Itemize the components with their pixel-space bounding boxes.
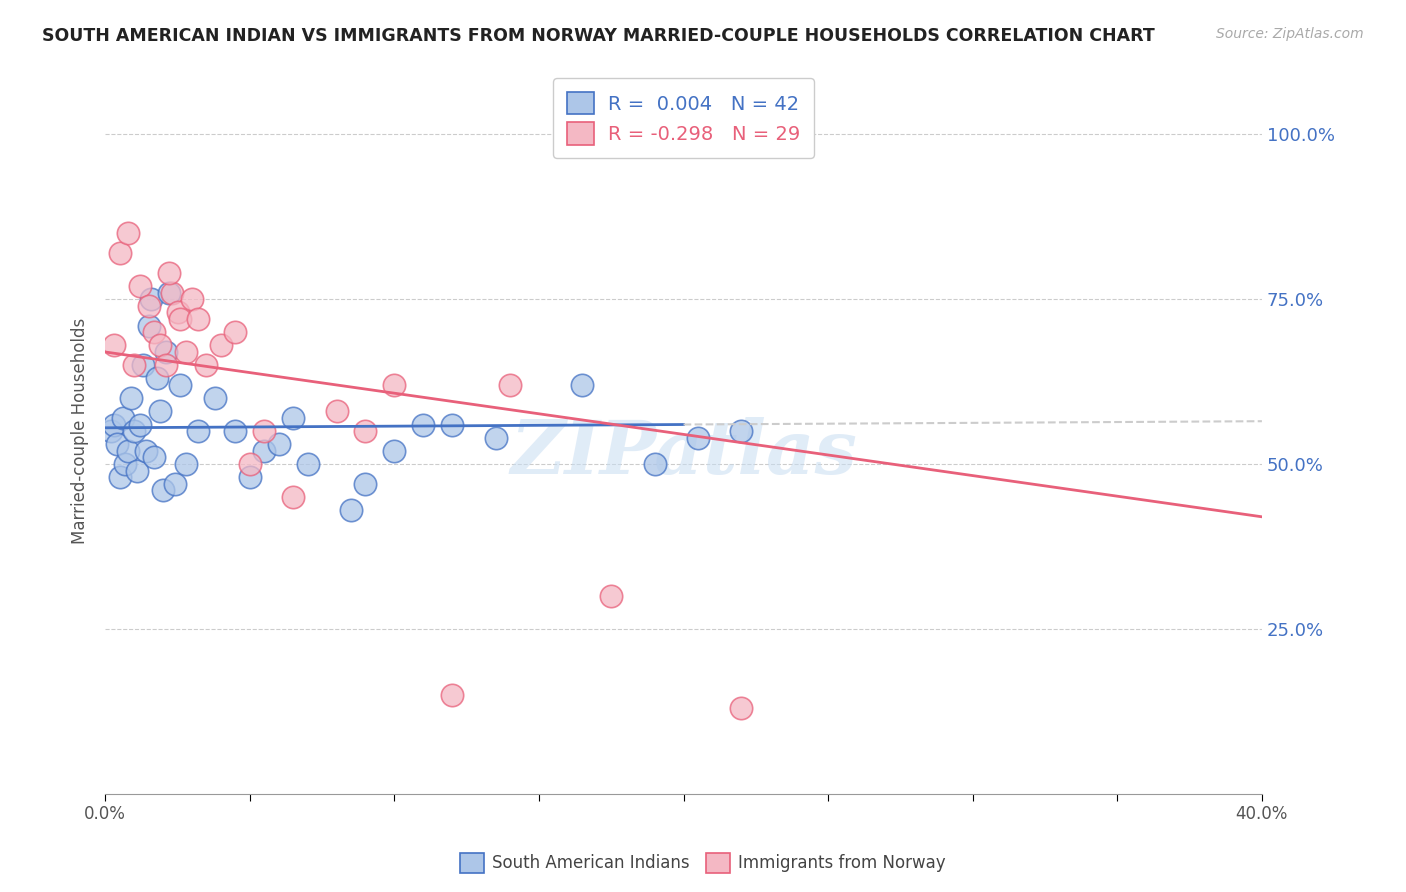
Point: [157, 266, 180, 280]
Point: [157, 285, 180, 300]
Point: [163, 476, 186, 491]
Point: [484, 431, 506, 445]
Point: [100, 424, 122, 438]
Point: [160, 285, 183, 300]
Point: [730, 701, 752, 715]
Point: [283, 411, 305, 425]
Point: [340, 503, 363, 517]
Point: [644, 457, 666, 471]
Text: Source: ZipAtlas.com: Source: ZipAtlas.com: [1216, 27, 1364, 41]
Point: [132, 358, 155, 372]
Point: [174, 345, 197, 359]
Point: [224, 325, 246, 339]
Point: [155, 345, 177, 359]
Point: [499, 378, 522, 392]
Point: [143, 325, 166, 339]
Point: [325, 404, 347, 418]
Point: [441, 688, 464, 702]
Point: [283, 490, 305, 504]
Point: [111, 411, 134, 425]
Point: [267, 437, 290, 451]
Point: [120, 391, 142, 405]
Legend: R =  0.004   N = 42, R = -0.298   N = 29: R = 0.004 N = 42, R = -0.298 N = 29: [554, 78, 814, 158]
Point: [155, 358, 177, 372]
Point: [384, 378, 406, 392]
Point: [108, 470, 131, 484]
Point: [224, 424, 246, 438]
Point: [143, 450, 166, 465]
Point: [141, 292, 163, 306]
Point: [181, 292, 204, 306]
Point: [146, 371, 169, 385]
Point: [117, 443, 139, 458]
Point: [149, 404, 172, 418]
Point: [138, 318, 160, 333]
Point: [129, 279, 152, 293]
Point: [441, 417, 464, 432]
Point: [209, 338, 232, 352]
Point: [122, 424, 145, 438]
Point: [149, 338, 172, 352]
Point: [571, 378, 593, 392]
Point: [169, 378, 191, 392]
Text: ZIPatlas: ZIPatlas: [510, 417, 858, 489]
Y-axis label: Married-couple Households: Married-couple Households: [72, 318, 89, 544]
Point: [103, 338, 125, 352]
Point: [125, 464, 148, 478]
Point: [174, 457, 197, 471]
Point: [105, 437, 128, 451]
Point: [239, 457, 262, 471]
Point: [138, 299, 160, 313]
Point: [166, 305, 188, 319]
Point: [114, 457, 136, 471]
Point: [187, 424, 209, 438]
Point: [412, 417, 434, 432]
Point: [135, 443, 157, 458]
Text: SOUTH AMERICAN INDIAN VS IMMIGRANTS FROM NORWAY MARRIED-COUPLE HOUSEHOLDS CORREL: SOUTH AMERICAN INDIAN VS IMMIGRANTS FROM…: [42, 27, 1154, 45]
Point: [730, 424, 752, 438]
Point: [117, 227, 139, 241]
Point: [354, 424, 377, 438]
Point: [354, 476, 377, 491]
Point: [253, 424, 276, 438]
Point: [103, 417, 125, 432]
Point: [129, 417, 152, 432]
Point: [108, 246, 131, 260]
Point: [239, 470, 262, 484]
Point: [297, 457, 319, 471]
Point: [686, 431, 709, 445]
Point: [169, 312, 191, 326]
Point: [600, 589, 623, 603]
Point: [253, 443, 276, 458]
Point: [384, 443, 406, 458]
Point: [122, 358, 145, 372]
Point: [195, 358, 218, 372]
Legend: South American Indians, Immigrants from Norway: South American Indians, Immigrants from …: [454, 847, 952, 880]
Point: [204, 391, 226, 405]
Point: [152, 483, 174, 498]
Point: [187, 312, 209, 326]
